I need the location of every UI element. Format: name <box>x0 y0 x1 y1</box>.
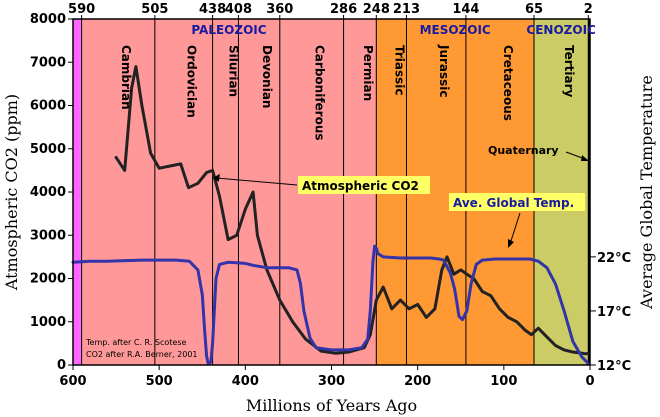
y-tick-label: 3000 <box>30 228 66 243</box>
x-tick-label: 400 <box>232 374 259 389</box>
period-label-devonian: Devonian <box>260 45 274 108</box>
top-tick-label: 505 <box>141 2 168 17</box>
x-tick-label: 600 <box>59 374 86 389</box>
precambrian-band <box>73 19 82 365</box>
y-tick-label: 8000 <box>30 12 66 27</box>
credit-text: CO2 after R.A. Berner, 2001 <box>86 350 198 359</box>
top-tick-label: 438 <box>199 2 226 17</box>
y-tick-label: 5000 <box>30 142 66 157</box>
series-line-ave-global-temp <box>71 244 590 366</box>
era-label-paleozoic: PALEOZOIC <box>191 23 266 37</box>
period-label-cretaceous: Cretaceous <box>501 45 515 121</box>
y-tick-label: 7000 <box>30 55 66 70</box>
top-tick-label: 248 <box>363 2 390 17</box>
x-axis-title: Millions of Years Ago <box>246 396 417 415</box>
period-label-ordovician: Ordovician <box>185 45 199 118</box>
top-tick-label: 590 <box>68 2 95 17</box>
chart-labels: PALEOZOIC MESOZOIC CENOZOIC Cambrian Ordovic… <box>119 23 596 141</box>
era-label-mesozoic: MESOZOIC <box>420 23 491 37</box>
top-tick-label: 144 <box>452 2 479 17</box>
period-label-cambrian: Cambrian <box>119 45 133 110</box>
y-tick-label: 1000 <box>30 315 66 330</box>
temp-tick-label: 22°C <box>597 251 631 266</box>
annotation-temp-label: Ave. Global Temp. <box>453 196 574 210</box>
x-tick-label: 500 <box>146 374 173 389</box>
period-label-triassic: Triassic <box>392 45 406 96</box>
annotation-box <box>449 193 585 211</box>
period-label-carboniferous: Carboniferous <box>313 45 327 141</box>
top-tick-label: 65 <box>525 2 543 17</box>
annotation-arrowhead <box>581 155 589 161</box>
chart-annotations: Atmospheric CO2 Ave. Global Temp. Quaterna… <box>85 144 589 359</box>
series-line-atmospheric-co2 <box>114 65 590 356</box>
annotation-quaternary-label: Quaternary <box>488 144 559 157</box>
era-band-cenozoic <box>533 19 589 365</box>
period-label-silurian: Silurian <box>227 45 241 97</box>
top-tick-label: 408 <box>225 2 252 17</box>
period-label-permian: Permian <box>361 45 375 101</box>
period-label-jurassic: Jurassic <box>437 44 451 98</box>
y-axis-title: Atmospheric CO2 (ppm) <box>2 94 21 291</box>
annotation-arrow-line <box>214 177 298 186</box>
y-tick-label: 2000 <box>30 272 66 287</box>
temp-tick-label: 17°C <box>597 305 631 320</box>
x-tick-label: 0 <box>585 374 594 389</box>
y2-axis-title: Average Global Temperature <box>637 75 656 310</box>
annotation-box <box>298 176 430 194</box>
era-label-cenozoic: CENOZOIC <box>526 23 596 37</box>
annotation-co2-label: Atmospheric CO2 <box>302 179 419 193</box>
x-tick-label: 100 <box>490 374 517 389</box>
top-tick-label: 286 <box>330 2 357 17</box>
period-label-tertiary: Tertiary <box>562 45 576 98</box>
annotation-arrowhead <box>212 173 220 182</box>
series-lines <box>71 65 590 366</box>
top-tick-label: 213 <box>393 2 420 17</box>
y-tick-label: 6000 <box>30 99 66 114</box>
temp-tick-label: 12°C <box>597 359 631 374</box>
annotation-arrow-line <box>509 212 521 245</box>
y-tick-label: 4000 <box>30 185 66 200</box>
era-backgrounds <box>73 19 591 365</box>
y-tick-label: 0 <box>57 358 66 373</box>
top-tick-label: 2 <box>584 2 593 17</box>
x-tick-label: 300 <box>318 374 345 389</box>
top-tick-label: 360 <box>266 2 293 17</box>
annotation-arrowhead <box>508 239 514 248</box>
credit-text: Temp. after C. R. Scotese <box>85 338 187 347</box>
x-tick-label: 200 <box>404 374 431 389</box>
